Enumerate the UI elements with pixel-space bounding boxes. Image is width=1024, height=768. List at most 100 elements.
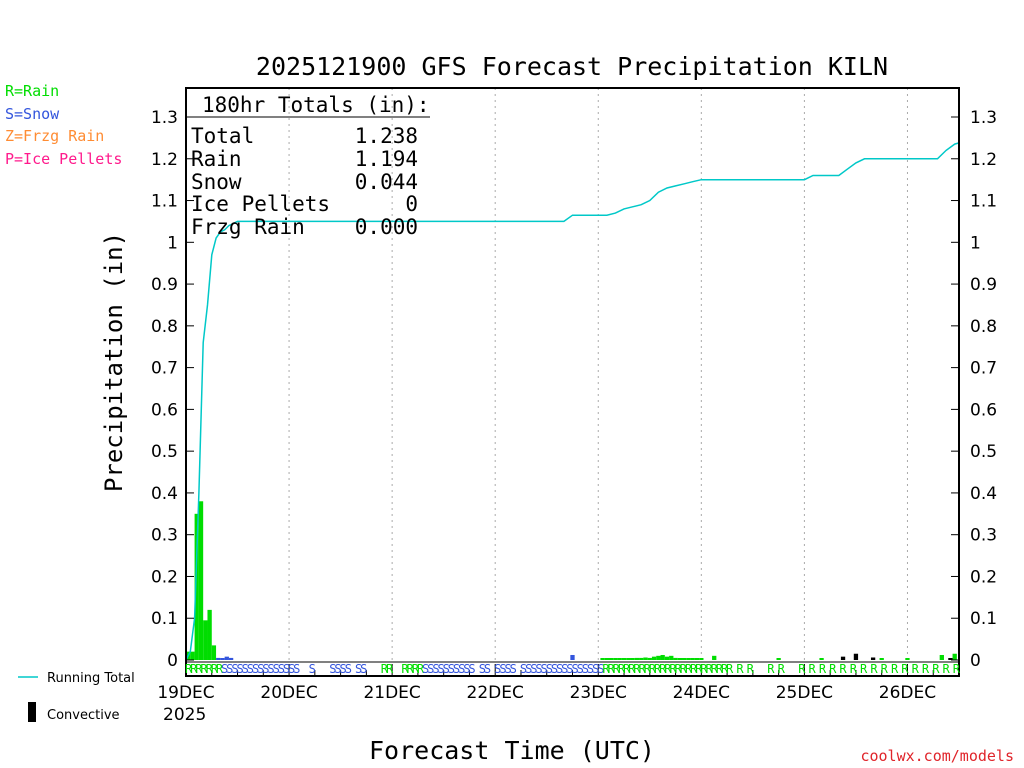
y-tick-label-right: 0.7 <box>970 359 997 379</box>
bar-rain <box>712 655 717 660</box>
legend-frzg-rain: Z=Frzg Rain <box>5 127 104 145</box>
chart-title: 2025121900 GFS Forecast Precipitation KI… <box>256 52 888 81</box>
type-marker: S <box>510 662 517 676</box>
bar-rain <box>664 656 670 660</box>
bar-rain <box>609 658 614 660</box>
bar-rain <box>194 513 199 660</box>
type-marker: S <box>242 662 249 676</box>
type-marker: S <box>499 662 506 676</box>
type-marker: R <box>633 662 641 676</box>
totals-value-rain: 1.194 <box>355 147 418 171</box>
bar-rain <box>677 658 683 660</box>
type-marker: S <box>345 662 352 676</box>
type-marker: R <box>407 662 415 676</box>
running-total-line <box>185 142 960 661</box>
y-tick-label-right: 0.5 <box>970 442 997 462</box>
y-tick-label-right: 1.1 <box>970 192 997 212</box>
type-marker: S <box>535 662 542 676</box>
y-tick-label-left: 1.3 <box>151 108 178 128</box>
type-marker: R <box>412 662 420 676</box>
y-tick-label-left: 0.5 <box>151 442 178 462</box>
bar-convective <box>870 657 876 660</box>
y-tick-label-left: 0 <box>167 651 178 671</box>
bar-snow <box>228 657 234 660</box>
totals-value-ice-pellets: 0 <box>405 192 418 216</box>
y-axis-title: Precipitation (in) <box>100 232 128 492</box>
running-total-legend-label: Running Total <box>47 671 135 686</box>
legend-snow: S=Snow <box>5 105 60 123</box>
type-marker: R <box>685 662 693 676</box>
x-axis-title: Forecast Time (UTC) <box>369 736 655 765</box>
type-marker: R <box>721 662 729 676</box>
x-tick-label: 26DEC <box>879 683 936 703</box>
bar-rain <box>879 658 884 660</box>
totals-value-frzg-rain: 0.000 <box>355 215 418 239</box>
totals-box: 180hr Totals (in): Total 1.238 Rain 1.19… <box>190 93 430 239</box>
totals-value-total: 1.238 <box>355 124 418 148</box>
type-marker: S <box>468 662 475 676</box>
gridlines <box>288 88 908 676</box>
type-marker: R <box>680 662 688 676</box>
convective-legend-swatch <box>28 702 36 722</box>
type-marker: R <box>638 662 646 676</box>
type-marker: S <box>236 662 243 676</box>
type-marker: S <box>546 662 553 676</box>
x-tick-label: 21DEC <box>363 683 420 703</box>
type-marker: S <box>267 662 274 676</box>
type-marker: R <box>809 662 817 676</box>
legend-rain: R=Rain <box>5 82 59 100</box>
y-tick-label-left: 0.6 <box>151 400 178 420</box>
type-marker: R <box>881 662 889 676</box>
type-marker: S <box>309 662 316 676</box>
type-marker: S <box>443 662 450 676</box>
bar-rain <box>600 658 605 660</box>
type-marker: R <box>850 662 858 676</box>
y-tick-label-left: 0.3 <box>151 526 178 546</box>
bar-rain <box>686 658 691 660</box>
type-marker: S <box>340 662 347 676</box>
bar-rain <box>630 658 635 660</box>
type-marker: S <box>334 662 341 676</box>
y-tick-label-right: 0.1 <box>970 609 997 629</box>
type-marker: R <box>695 662 703 676</box>
bar-rain <box>819 658 824 660</box>
type-marker: S <box>504 662 511 676</box>
type-marker: S <box>458 662 465 676</box>
bar-rain <box>207 609 212 660</box>
totals-label-frzg-rain: Frzg Rain <box>191 215 305 239</box>
bar-rain <box>613 658 618 660</box>
type-marker: R <box>700 662 708 676</box>
type-marker: S <box>329 662 336 676</box>
y-tick-label-right: 0.6 <box>970 400 997 420</box>
type-marker: R <box>860 662 868 676</box>
bar-rain <box>939 654 944 660</box>
type-marker: R <box>736 662 744 676</box>
convective-legend-label: Convective <box>47 708 120 723</box>
y-tick-label-right: 1.2 <box>970 150 997 170</box>
type-marker: R <box>381 662 389 676</box>
type-marker: R <box>901 662 909 676</box>
totals-label-ice-pellets: Ice Pellets <box>191 192 330 216</box>
type-marker: R <box>654 662 662 676</box>
type-marker: R <box>819 662 827 676</box>
type-marker: R <box>386 662 394 676</box>
y-tick-label-left: 0.8 <box>151 317 178 337</box>
x-tick-label: 19DEC <box>157 683 214 703</box>
bar-rain <box>190 651 195 660</box>
bar-rain <box>621 658 627 660</box>
type-marker: S <box>530 662 537 676</box>
bar-rain <box>776 658 781 660</box>
type-marker: S <box>592 662 599 676</box>
type-marker: R <box>195 662 203 676</box>
type-marker: S <box>582 662 589 676</box>
type-marker: R <box>829 662 837 676</box>
y-tick-label-right: 0.3 <box>970 526 997 546</box>
y-tick-label-right: 0.2 <box>970 567 997 587</box>
y-tick-label-right: 0 <box>970 651 981 671</box>
type-marker: S <box>293 662 300 676</box>
type-marker: S <box>448 662 455 676</box>
y-tick-label-right: 0.9 <box>970 275 997 295</box>
totals-label-snow: Snow <box>191 170 242 194</box>
type-marker: S <box>231 662 238 676</box>
type-marker: R <box>216 662 224 676</box>
